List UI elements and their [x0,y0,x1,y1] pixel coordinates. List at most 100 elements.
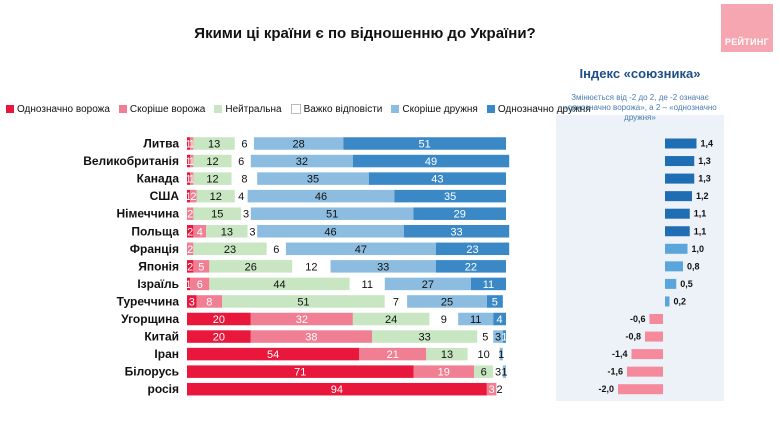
bar-value-label: 1 [186,279,192,291]
legend-label: Нейтральна [225,103,282,115]
bar-value-label: 94 [331,384,343,396]
bar-value-label: 13 [441,349,453,361]
bar-value-label: 54 [267,349,279,361]
bar-value-label: 3 [489,384,495,396]
legend-label: Скоріше дружня [402,103,478,115]
bar-value-label: 15 [211,209,223,221]
index-subtitle: Змінюється від -2 до 2, де -2 означає «о… [563,93,717,122]
bar-segment [193,225,207,238]
country-label: Канада [137,172,180,186]
bar-value-label: 8 [206,296,212,308]
bar-segment [435,260,506,273]
bar-segment [429,312,459,326]
bar-value-label: 20 [213,314,225,326]
bar-segment [190,189,197,203]
bar-value-label: 44 [273,279,285,291]
index-bar [631,349,663,360]
legend-label: Однозначно ворожа [17,103,110,115]
index-bar [665,138,697,149]
bar-segment [499,347,503,361]
bar-segment [470,277,506,291]
bar-value-label: 2 [187,244,193,256]
bar-segment [384,277,471,291]
bar-value-label: 25 [441,296,453,308]
bar-segment [253,137,344,150]
country-label: США [150,189,180,203]
bar-value-label: 3 [495,332,501,344]
legend-swatch [118,105,127,113]
bar-value-label: 1 [186,139,192,151]
bar-value-label: 1 [186,174,192,186]
bar-segment [231,172,258,185]
index-value-label: -1,4 [612,349,628,359]
bar-value-label: 4 [238,191,244,203]
bar-segment [250,207,414,220]
index-bar [665,208,690,219]
bar-segment [187,172,191,185]
bar-value-label: 12 [206,174,218,186]
country-label: Ізраїль [137,277,179,291]
index-value-label: 1,1 [694,209,707,219]
legend-item: Однозначно дружня [486,104,591,115]
bar-segment [250,154,353,168]
legend-swatch [486,105,495,113]
bar-segment [231,154,251,168]
index-title: Індекс «союзника» [579,66,701,81]
bar-segment [474,365,494,378]
bar-value-label: 12 [210,191,222,203]
country-label: Угорщина [121,312,179,326]
bar-value-label: 1 [501,367,507,379]
rating-logo: РЕЙТИНГ [721,4,773,52]
index-bar [665,296,670,307]
bar-value-label: 23 [466,244,478,256]
index-value-label: 1,1 [694,226,707,236]
country-label: Білорусь [125,365,179,379]
logo-text: РЕЙТИНГ [724,37,770,47]
bar-segment [187,365,414,378]
legend-label: Скоріше ворожа [129,103,206,115]
index-bar [665,226,690,237]
country-label: Іран [154,347,179,361]
bar-value-label: 33 [419,332,431,344]
bar-value-label: 35 [444,191,456,203]
index-value-label: -0,6 [630,314,646,324]
bar-value-label: 22 [465,261,477,273]
bar-value-label: 1 [186,191,192,203]
bar-value-label: 21 [387,349,399,361]
bar-segment [190,154,194,168]
bar-value-label: 43 [431,174,443,186]
bar-value-label: 29 [454,209,466,221]
bar-value-label: 20 [213,332,225,344]
bar-value-label: 19 [438,367,450,379]
bar-segment [187,207,194,220]
bar-segment [257,225,404,238]
legend-item: Скоріше дружня [391,103,478,115]
bar-value-label: 10 [478,349,490,361]
bar-value-label: 6 [197,279,203,291]
bar-segment [196,295,223,308]
bar-segment [187,330,251,343]
bar-value-label: 3 [243,209,249,221]
bar-segment [426,347,468,361]
bar-segment [187,347,360,361]
bar-segment [193,242,267,256]
bar-segment [187,295,197,308]
bar-value-label: 13 [208,139,220,151]
bar-segment [493,365,503,378]
index-value-label: 1,0 [692,244,705,254]
bar-segment [209,277,350,291]
bar-segment [187,154,191,168]
bar-segment [234,137,254,150]
bar-value-label: 2 [187,261,193,273]
bar-value-label: 33 [377,261,389,273]
bar-value-label: 23 [224,244,236,256]
bar-segment [209,260,293,273]
bar-segment [413,207,506,220]
index-bar [665,278,677,289]
bar-value-label: 24 [385,314,397,326]
bar-value-label: 38 [305,332,317,344]
index-value-label: 1,4 [701,139,714,149]
bar-value-label: 12 [206,156,218,168]
bar-value-label: 1 [189,156,195,168]
bar-segment [403,225,510,238]
